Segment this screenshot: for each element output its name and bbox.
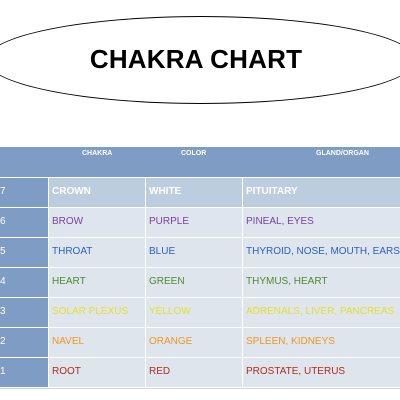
row-number-cell: 3 xyxy=(0,298,48,327)
title-ellipse xyxy=(0,16,400,104)
gland-name: PITUITARY xyxy=(246,186,298,197)
color-cell: ORANGE xyxy=(146,328,242,357)
color-cell: WHITE xyxy=(146,178,242,207)
chakra-cell: ROOT xyxy=(49,358,145,387)
chakra-cell: THROAT xyxy=(49,238,145,267)
chakra-cell: SOLAR PLEXUS xyxy=(49,298,145,327)
color-cell: YELLOW xyxy=(146,298,242,327)
table-bottom-divider xyxy=(0,388,400,389)
chakra-name: CROWN xyxy=(52,186,91,197)
chakra-name: HEART xyxy=(52,276,86,287)
row-number-cell: 4 xyxy=(0,268,48,297)
row-number: 1 xyxy=(0,366,6,377)
table-row: 6 BROW PURPLE PINEAL, EYES xyxy=(0,208,400,237)
chakra-name: NAVEL xyxy=(52,336,85,347)
gland-cell: PINEAL, EYES xyxy=(243,208,400,237)
chakra-name: BROW xyxy=(52,216,84,227)
chakra-cell: BROW xyxy=(49,208,145,237)
chakra-cell: HEART xyxy=(49,268,145,297)
color-cell: BLUE xyxy=(146,238,242,267)
table-row: 3 SOLAR PLEXUS YELLOW ADRENALS, LIVER, P… xyxy=(0,298,400,327)
table-row: 7 CROWN WHITE PITUITARY xyxy=(0,178,400,207)
row-number: 6 xyxy=(0,216,6,227)
table-row: 1 ROOT RED PROSTATE, UTERUS xyxy=(0,358,400,387)
chakra-cell: CROWN xyxy=(49,178,145,207)
chakra-cell: NAVEL xyxy=(49,328,145,357)
header-chakra: CHAKRA xyxy=(82,150,113,157)
row-number: 2 xyxy=(0,336,6,347)
row-number-cell: 7 xyxy=(0,178,48,207)
gland-name: SPLEEN, KIDNEYS xyxy=(246,336,335,347)
gland-name: THYMUS, HEART xyxy=(246,276,328,287)
page-title: CHAKRA CHART xyxy=(89,44,303,74)
color-name: ORANGE xyxy=(149,336,193,347)
color-cell: PURPLE xyxy=(146,208,242,237)
chakra-name: THROAT xyxy=(52,246,93,257)
color-name: PURPLE xyxy=(149,216,190,227)
row-number: 4 xyxy=(0,276,6,287)
color-name: WHITE xyxy=(149,186,182,197)
chakra-name: SOLAR PLEXUS xyxy=(52,306,129,317)
color-cell: RED xyxy=(146,358,242,387)
row-number-cell: 2 xyxy=(0,328,48,357)
gland-cell: ADRENALS, LIVER, PANCREAS xyxy=(243,298,400,327)
row-number-cell: 5 xyxy=(0,238,48,267)
color-name: RED xyxy=(149,366,171,377)
row-number: 7 xyxy=(0,186,6,197)
gland-name: PINEAL, EYES xyxy=(246,216,314,227)
table-header-row: CHAKRA COLOR GLAND/ORGAN xyxy=(0,147,400,177)
header-gland-organ: GLAND/ORGAN xyxy=(316,150,369,157)
gland-cell: PROSTATE, UTERUS xyxy=(243,358,400,387)
gland-name: THYROID, NOSE, MOUTH, EARS xyxy=(246,246,400,257)
row-number-cell: 1 xyxy=(0,358,48,387)
gland-cell: PITUITARY xyxy=(243,178,400,207)
gland-cell: SPLEEN, KIDNEYS xyxy=(243,328,400,357)
color-name: GREEN xyxy=(149,276,185,287)
table-row: 4 HEART GREEN THYMUS, HEART xyxy=(0,268,400,297)
chakra-name: ROOT xyxy=(52,366,81,377)
row-number-cell: 6 xyxy=(0,208,48,237)
table-row: 5 THROAT BLUE THYROID, NOSE, MOUTH, EARS xyxy=(0,238,400,267)
gland-cell: THYMUS, HEART xyxy=(243,268,400,297)
gland-name: PROSTATE, UTERUS xyxy=(246,366,346,377)
color-name: YELLOW xyxy=(149,306,191,317)
color-cell: GREEN xyxy=(146,268,242,297)
row-number: 3 xyxy=(0,306,6,317)
row-number: 5 xyxy=(0,246,6,257)
gland-name: ADRENALS, LIVER, PANCREAS xyxy=(246,306,395,317)
header-color: COLOR xyxy=(181,150,207,157)
table-row: 2 NAVEL ORANGE SPLEEN, KIDNEYS xyxy=(0,328,400,357)
gland-cell: THYROID, NOSE, MOUTH, EARS xyxy=(243,238,400,267)
color-name: BLUE xyxy=(149,246,176,257)
